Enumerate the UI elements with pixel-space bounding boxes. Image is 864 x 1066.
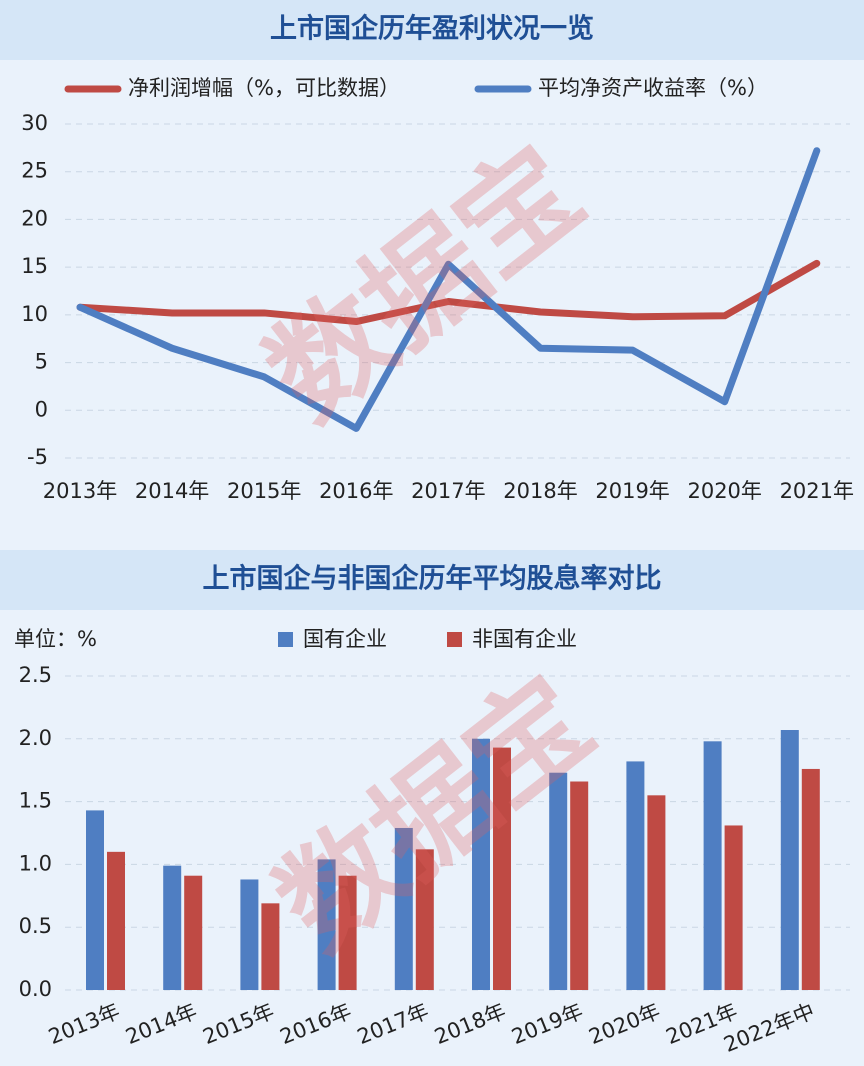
unit-label: 单位：% bbox=[14, 627, 97, 651]
legend-label: 国有企业 bbox=[303, 627, 387, 651]
y-tick-label: 10 bbox=[21, 302, 48, 326]
y-tick-label: 5 bbox=[35, 350, 48, 374]
y-tick-label: 30 bbox=[21, 111, 48, 135]
x-tick-label: 2016年 bbox=[319, 479, 393, 503]
bar bbox=[626, 761, 645, 990]
bar bbox=[184, 875, 203, 990]
chart-title: 上市国企历年盈利状况一览 bbox=[270, 13, 594, 45]
bar bbox=[472, 738, 490, 990]
x-tick-label: 2017年 bbox=[411, 479, 485, 503]
legend-swatch bbox=[447, 632, 462, 647]
x-tick-label: 2021年 bbox=[780, 479, 854, 503]
y-tick-label: 0 bbox=[35, 397, 48, 421]
bar bbox=[317, 859, 336, 990]
bar bbox=[493, 747, 511, 990]
title-band bbox=[0, 0, 864, 60]
x-tick-label: 2018年 bbox=[503, 479, 577, 503]
y-tick-label: -5 bbox=[27, 445, 48, 469]
bar bbox=[570, 781, 589, 990]
y-tick-label: 20 bbox=[21, 206, 48, 230]
line-series bbox=[76, 147, 821, 432]
legend-label: 净利润增幅（%，可比数据） bbox=[128, 76, 400, 100]
y-tick-label: 1.5 bbox=[19, 789, 52, 813]
y-tick-label: 0.5 bbox=[19, 914, 52, 938]
legend-label: 平均净资产收益率（%） bbox=[538, 76, 768, 100]
bar bbox=[261, 903, 280, 990]
bar bbox=[415, 849, 434, 990]
y-tick-label: 1.0 bbox=[19, 851, 52, 875]
y-tick-label: 25 bbox=[21, 159, 48, 183]
x-tick-label: 2015年 bbox=[227, 479, 301, 503]
y-tick-label: 2.5 bbox=[19, 663, 52, 687]
y-tick-label: 15 bbox=[21, 254, 48, 278]
chart-title: 上市国企与非国企历年平均股息率对比 bbox=[203, 563, 662, 595]
bar bbox=[703, 741, 722, 990]
bar bbox=[801, 768, 820, 990]
x-tick-label: 2013年 bbox=[43, 479, 117, 503]
bar bbox=[86, 810, 104, 990]
bar bbox=[647, 795, 666, 990]
x-tick-label: 2020年 bbox=[687, 479, 761, 503]
title-band bbox=[0, 550, 864, 610]
bar bbox=[724, 825, 743, 990]
bar bbox=[394, 827, 413, 990]
bar bbox=[549, 772, 568, 990]
legend-swatch bbox=[278, 632, 293, 647]
bar bbox=[780, 730, 799, 990]
line-series bbox=[76, 259, 821, 326]
bar bbox=[240, 879, 259, 990]
x-tick-label: 2019年 bbox=[595, 479, 669, 503]
x-tick-label: 2014年 bbox=[135, 479, 209, 503]
bar bbox=[163, 865, 182, 990]
legend-label: 非国有企业 bbox=[472, 627, 577, 651]
bar bbox=[338, 875, 357, 990]
y-tick-label: 2.0 bbox=[19, 726, 52, 750]
y-tick-label: 0.0 bbox=[19, 977, 52, 1001]
bar bbox=[107, 851, 125, 990]
